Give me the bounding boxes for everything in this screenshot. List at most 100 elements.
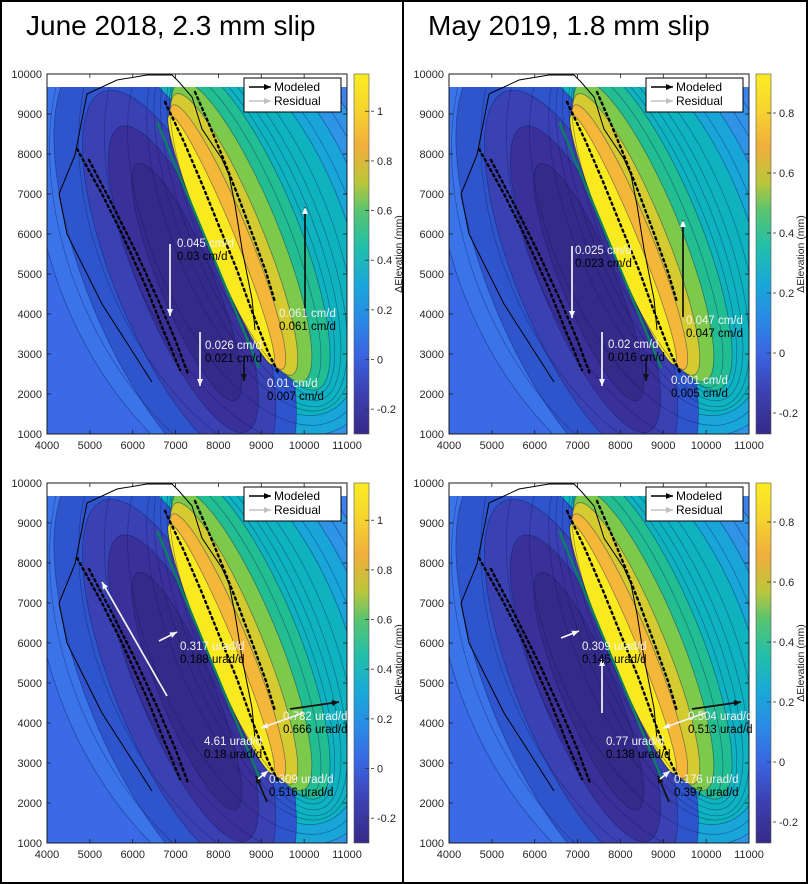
colorbar-tick-label: 0.6 [377,206,392,218]
fissure-dotted-line [595,499,679,713]
colorbar-tick-label: 0.8 [377,156,392,168]
axes: 4000 5000 6000 7000 8000 9000 10000 11000 1000 20… [11,69,361,452]
arrow-head-icon [666,84,673,90]
colorbar-tick-label: 0.4 [377,664,392,676]
column-may-2019: May 2019, 1.8 mm slip 4000 5000 6000 7000 80… [404,2,806,882]
contour-field [449,496,749,843]
y-tick-label: 10000 [413,69,444,81]
x-tick-label: 6000 [120,849,144,861]
station-value-residual: 0.007 cm/d [267,391,324,403]
y-tick-label: 9000 [18,518,42,530]
y-tick-label: 8000 [18,149,42,161]
arrow-head-icon [599,659,605,666]
station-value-residual: 0.016 cm/d [608,352,665,364]
y-tick-label: 9000 [18,109,42,121]
station-value-modeled: 0.02 cm/d [608,339,659,351]
panel-elevation-may-2019: 4000 5000 6000 7000 8000 9000 10000 11000 1000 20… [404,60,806,473]
station-value-modeled: 4.61 urad/d [204,736,262,748]
station-value-modeled: 0.061 cm/d [279,308,336,320]
colorbar-tick-label: 0.2 [779,288,794,300]
caldera-outline [460,74,658,383]
x-tick-label: 6000 [120,440,144,452]
legend-modeled-label: Modeled [676,80,722,94]
arrow-head-icon [662,771,670,778]
station-value-residual: 0.666 urad/d [283,724,348,736]
map-traces [460,483,683,792]
colorbar-tick-label: -0.2 [377,813,396,825]
station-value-modeled: 0.504 urad/d [688,711,753,723]
y-tick-label: 2000 [18,798,42,810]
y-tick-label: 7000 [420,189,444,201]
y-tick-label: 10000 [11,69,42,81]
column-title-june-2018: June 2018, 2.3 mm slip [26,10,316,41]
y-tick-label: 5000 [18,269,42,281]
arrow-head-icon [302,207,308,214]
y-tick-label: 6000 [18,638,42,650]
x-tick-label: 9000 [651,440,675,452]
station-annotations: 0.309 urad/d0.145 urad/d 0.504 urad/d0.51… [582,641,753,799]
station-value-modeled: 0.047 cm/d [686,315,743,327]
y-tick-label: 9000 [420,109,444,121]
legend-modeled-label: Modeled [274,80,320,94]
colorbar-tick-label: 0.4 [779,637,794,649]
legend-residual-label: Residual [274,503,321,517]
y-tick-label: 7000 [18,598,42,610]
y-tick-label: 2000 [420,389,444,401]
x-tick-label: 10000 [289,440,320,452]
arrow-head-icon [666,507,673,513]
fissure-dotted-line [87,567,190,785]
station-value-residual: 0.03 cm/d [177,251,228,263]
displacement-arrow [289,701,340,710]
y-tick-label: 10000 [413,478,444,490]
y-tick-label: 3000 [18,758,42,770]
arrow-head-icon [331,700,339,706]
x-tick-label: 11000 [332,849,362,861]
station-annotations: 0.025 cm/d0.023 cm/d 0.047 cm/d0.047 cm/d… [575,245,743,400]
station-value-residual: 0.18 urad/d [204,749,262,761]
x-tick-label: 11000 [734,849,764,861]
colorbar-tick-label: 0.4 [377,255,392,267]
contour-field [47,87,347,434]
panel-elevation-june-2018: 4000 5000 6000 7000 8000 9000 10000 11000 1000 20… [2,60,406,473]
colorbar-tick-label: 0.6 [377,615,392,627]
station-value-residual: 0.138 urad/d [606,749,671,761]
x-tick-label: 8000 [608,440,632,452]
y-tick-label: 6000 [420,229,444,241]
fissure-dotted-line [595,90,679,304]
y-tick-label: 3000 [420,349,444,361]
y-tick-label: 1000 [420,838,444,850]
contour-plot: 4000 5000 6000 7000 8000 9000 10000 11000 1000 20… [11,478,405,861]
fissure-dotted-line [477,147,584,372]
colorbar-tick-label: 0.2 [779,697,794,709]
y-tick-label: 6000 [18,229,42,241]
colorbar: 1 0.8 0.6 0.4 0.2 0 -0.2 ΔElevation (mm) [353,482,405,844]
x-tick-label: 11000 [332,440,362,452]
station-value-modeled: 0.026 cm/d [205,340,262,352]
colorbar-axis-label: ΔElevation (mm) [393,215,405,293]
x-tick-label: 7000 [565,849,589,861]
caldera-outline [460,483,658,792]
x-tick-label: 7000 [163,849,187,861]
station-value-residual: 0.397 urad/d [674,787,739,799]
caldera-outline [58,483,256,792]
x-tick-label: 10000 [289,849,320,861]
x-tick-label: 5000 [480,440,504,452]
colorbar-tick-label: 1 [377,106,383,118]
arrow-head-icon [571,630,579,637]
x-tick-label: 7000 [163,440,187,452]
arrow-head-icon [264,98,271,104]
y-tick-label: 4000 [18,718,42,730]
y-tick-label: 8000 [420,558,444,570]
arrow-head-icon [643,374,649,381]
fissure-dotted-line [489,567,592,785]
colorbar-tick-label: 0.8 [779,108,794,120]
x-tick-label: 4000 [35,849,59,861]
y-tick-label: 4000 [420,309,444,321]
station-value-residual: 0.021 cm/d [205,353,262,365]
station-value-residual: 0.047 cm/d [686,328,743,340]
arrow-head-icon [169,632,177,638]
arrow-head-icon [264,493,271,499]
